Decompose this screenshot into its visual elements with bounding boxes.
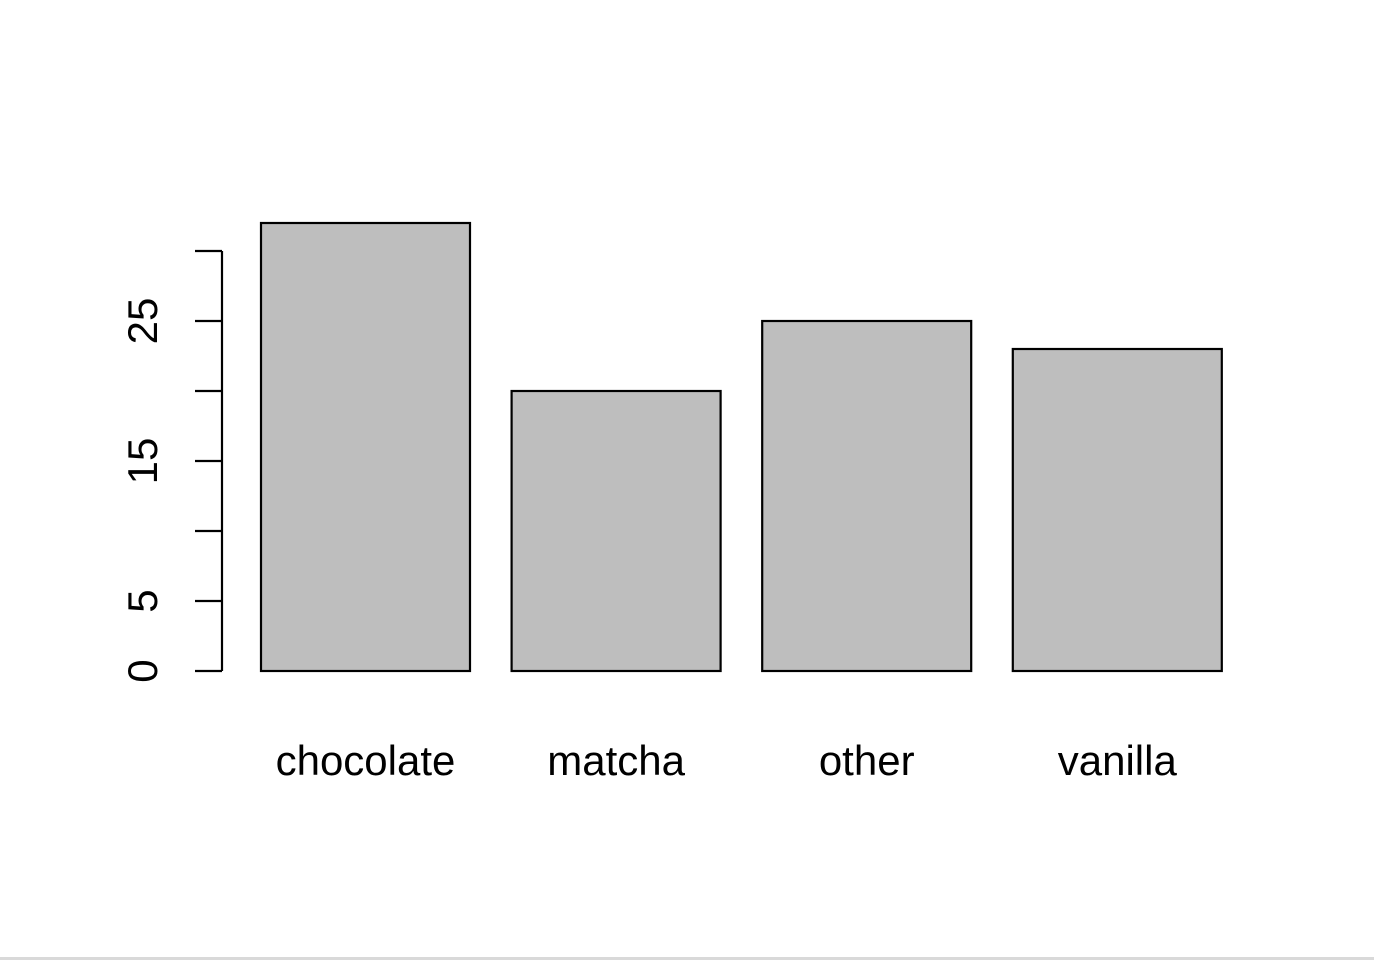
x-tick-labels: chocolate matcha other vanilla [276,737,1178,784]
bar-vanilla [1011,347,1223,673]
window-bottom-border [0,957,1374,960]
y-tick-label-15: 15 [119,438,166,485]
y-tick-label-0: 0 [119,659,166,682]
bar-chocolate [259,221,472,673]
bar-matcha [510,389,722,673]
x-tick-label-matcha: matcha [547,737,685,784]
x-tick-label-chocolate: chocolate [276,737,456,784]
bar-other [761,319,973,673]
x-tick-label-vanilla: vanilla [1058,737,1178,784]
bars-layer [259,221,1223,673]
y-axis: 0 5 15 25 [119,249,224,683]
x-tick-label-other: other [819,737,915,784]
y-tick-label-5: 5 [119,589,166,612]
y-tick-label-25: 25 [119,298,166,345]
